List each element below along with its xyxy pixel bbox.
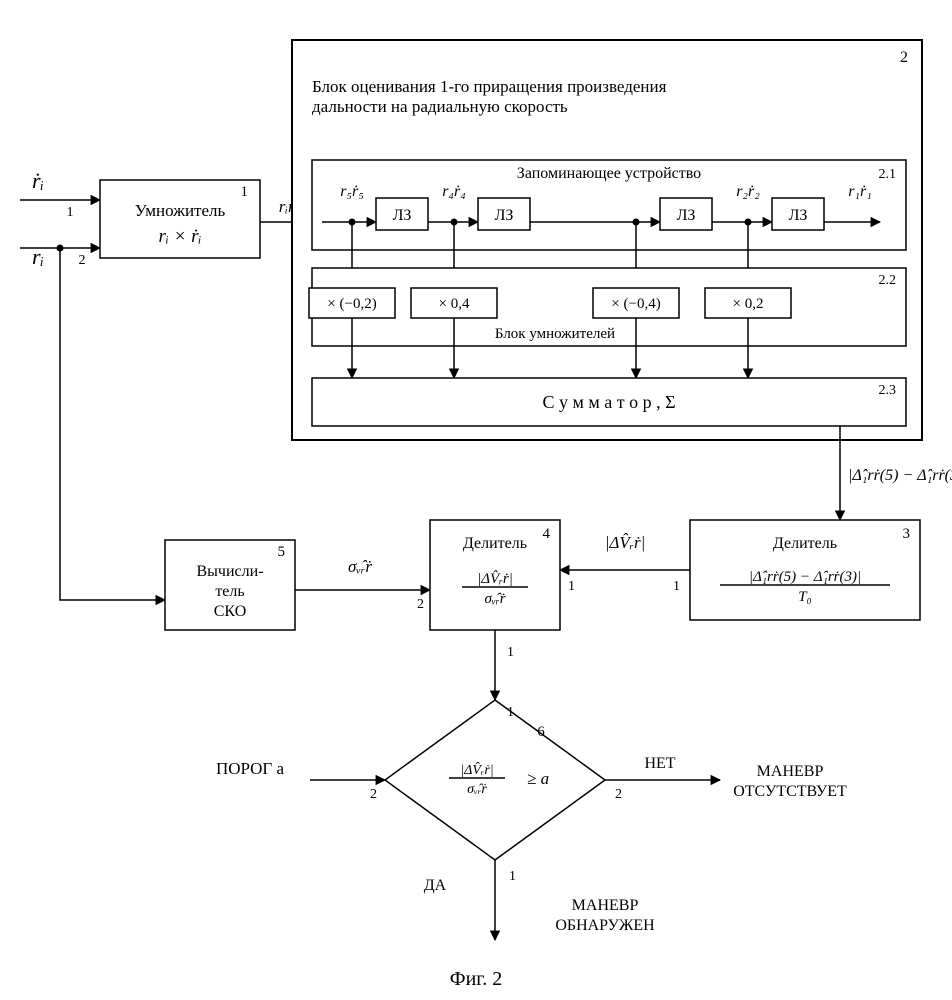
- blk5-num: 5: [278, 544, 286, 560]
- blk3-num: 3: [903, 526, 911, 542]
- blk4-title: Делитель: [463, 535, 527, 552]
- port: 1: [507, 705, 514, 720]
- mem-label: r₂ṙ₂: [736, 183, 760, 200]
- port: 2: [370, 787, 377, 802]
- blk1-expr: rᵢ × ṙᵢ: [158, 226, 201, 247]
- mem-label: r₅ṙ₅: [340, 183, 364, 200]
- blk1-title: Умножитель: [135, 201, 226, 220]
- port: 2: [615, 787, 622, 802]
- port: 1: [673, 579, 680, 594]
- da-t2: ОБНАРУЖЕН: [555, 917, 655, 934]
- port: 1: [568, 579, 575, 594]
- blk1-num: 1: [241, 184, 249, 200]
- mem-label: r₄ṙ₄: [442, 183, 466, 200]
- mult-label: × 0,4: [439, 296, 470, 312]
- net-t1: МАНЕВР: [757, 763, 824, 780]
- net-t2: ОТСУТСТВУЕТ: [733, 783, 847, 800]
- blk6-num: 6: [537, 724, 545, 740]
- blk22-title: Блок умножителей: [495, 326, 615, 342]
- mult-label: × (−0,4): [611, 296, 660, 312]
- blk6-op: ≥ a: [527, 769, 549, 788]
- blk5-t2: тель: [215, 583, 244, 600]
- blk22-num: 2.2: [879, 273, 897, 288]
- port: 1: [67, 205, 74, 220]
- da-label: ДА: [424, 877, 447, 894]
- blk3-out-label: |ΔV̂ᵣṙ|: [605, 533, 646, 552]
- da-t1: МАНЕВР: [572, 897, 639, 914]
- frac-denom: T₀: [798, 589, 812, 605]
- port: 1: [509, 869, 516, 884]
- mem-label: r₁ṙ₁: [848, 183, 872, 200]
- blk3-title: Делитель: [773, 535, 837, 552]
- blk2-num: 2: [900, 49, 908, 66]
- decision: [385, 700, 605, 860]
- frac-numer: |Δ̂₁rṙ(5) − Δ̂₁rṙ(3)|: [749, 569, 861, 585]
- frac-numer: |ΔV̂ᵣṙ|: [460, 762, 493, 778]
- frac-denom: σᵥ̂ᵣṙ: [484, 591, 505, 607]
- mult-label: × (−0,2): [327, 296, 376, 312]
- sum-out-label: |Δ̂₁rṙ(5) − Δ̂₁rṙ(3)|: [848, 467, 952, 484]
- fig-caption: Фиг. 2: [450, 968, 502, 990]
- lz-label: ЛЗ: [789, 207, 808, 224]
- net-label: НЕТ: [644, 755, 675, 772]
- port: 2: [79, 253, 86, 268]
- input-rdot: ṙᵢ: [32, 168, 44, 193]
- blk23-title: С у м м а т о р , Σ: [542, 392, 675, 412]
- blk2-title: дальности на радиальную скорость: [312, 97, 568, 116]
- porog-label: ПОРОГ a: [216, 759, 285, 778]
- lz-label: ЛЗ: [495, 207, 514, 224]
- frac-denom: σᵥ̂ᵣṙ: [467, 782, 487, 797]
- blk4-num: 4: [543, 526, 551, 542]
- lz-label: ЛЗ: [677, 207, 696, 224]
- blk5-t1: Вычисли-: [196, 563, 263, 580]
- blk2-title: Блок оценивания 1-го приращения произвед…: [312, 77, 667, 96]
- wire-r-to-sko: [60, 248, 165, 600]
- port: 1: [507, 645, 514, 660]
- blk21-num: 2.1: [879, 167, 897, 182]
- blk21-title: Запоминающее устройство: [517, 165, 701, 182]
- frac-numer: |ΔV̂ᵣṙ|: [477, 571, 513, 587]
- mult-label: × 0,2: [733, 296, 764, 312]
- sko-out-label: σᵥ̂ᵣṙ: [348, 557, 372, 576]
- blk5-t3: СКО: [214, 603, 247, 620]
- lz-label: ЛЗ: [393, 207, 412, 224]
- port: 2: [417, 597, 424, 612]
- blk23-num: 2.3: [879, 383, 897, 398]
